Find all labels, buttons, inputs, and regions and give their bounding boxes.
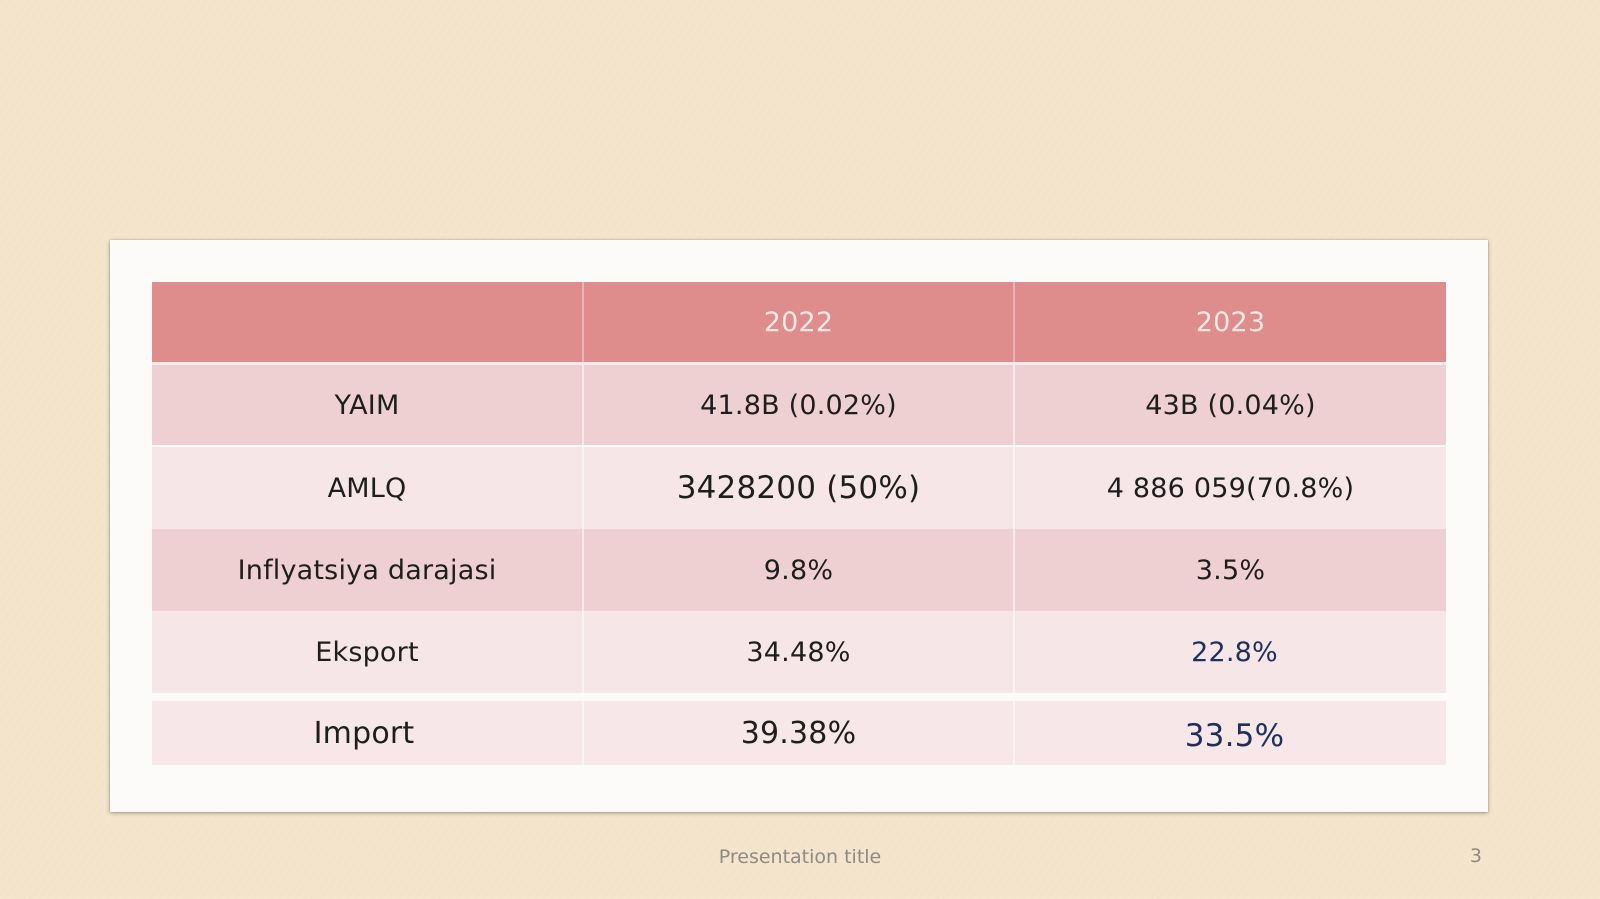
table-row: Import 39.38% 33.5% <box>152 701 1446 765</box>
table-row: Inflyatsiya darajasi 9.8% 3.5% <box>152 529 1446 611</box>
value-2023: 4 886 059(70.8%) <box>1106 472 1355 504</box>
data-table: 2022 2023 YAIM 41.8B (0.02%) 43B (0.04%)… <box>152 282 1446 765</box>
row-label: Import <box>152 701 584 765</box>
table-row: Eksport 34.48% 22.8% <box>152 611 1446 693</box>
value-2022: 3428200 (50%) <box>584 447 1015 529</box>
header-cell-2022: 2022 <box>584 282 1015 362</box>
slide-page-number: 3 <box>1469 845 1482 867</box>
row-label: Inflyatsiya darajasi <box>152 529 584 611</box>
value-2023: 43B (0.04%) <box>1145 389 1316 421</box>
value-2023: 22.8% <box>1191 636 1278 668</box>
value-2023: 33.5% <box>1184 718 1285 754</box>
table-row: YAIM 41.8B (0.02%) 43B (0.04%) <box>152 365 1446 445</box>
row-label: YAIM <box>152 365 584 445</box>
table-row: AMLQ 3428200 (50%) 4 886 059(70.8%) <box>152 447 1446 529</box>
value-2022: 9.8% <box>584 529 1015 611</box>
header-cell-empty <box>152 282 584 362</box>
value-2022: 34.48% <box>584 611 1015 693</box>
table-header-row: 2022 2023 <box>152 282 1446 365</box>
row-label: Eksport <box>152 611 584 693</box>
slide-card: 2022 2023 YAIM 41.8B (0.02%) 43B (0.04%)… <box>110 240 1488 812</box>
row-label: AMLQ <box>152 447 584 529</box>
value-2023: 3.5% <box>1195 554 1266 586</box>
header-cell-2023: 2023 <box>1195 306 1266 338</box>
value-2022: 39.38% <box>584 701 1015 765</box>
footer-presentation-title: Presentation title <box>718 846 882 868</box>
value-2022: 41.8B (0.02%) <box>584 365 1015 445</box>
